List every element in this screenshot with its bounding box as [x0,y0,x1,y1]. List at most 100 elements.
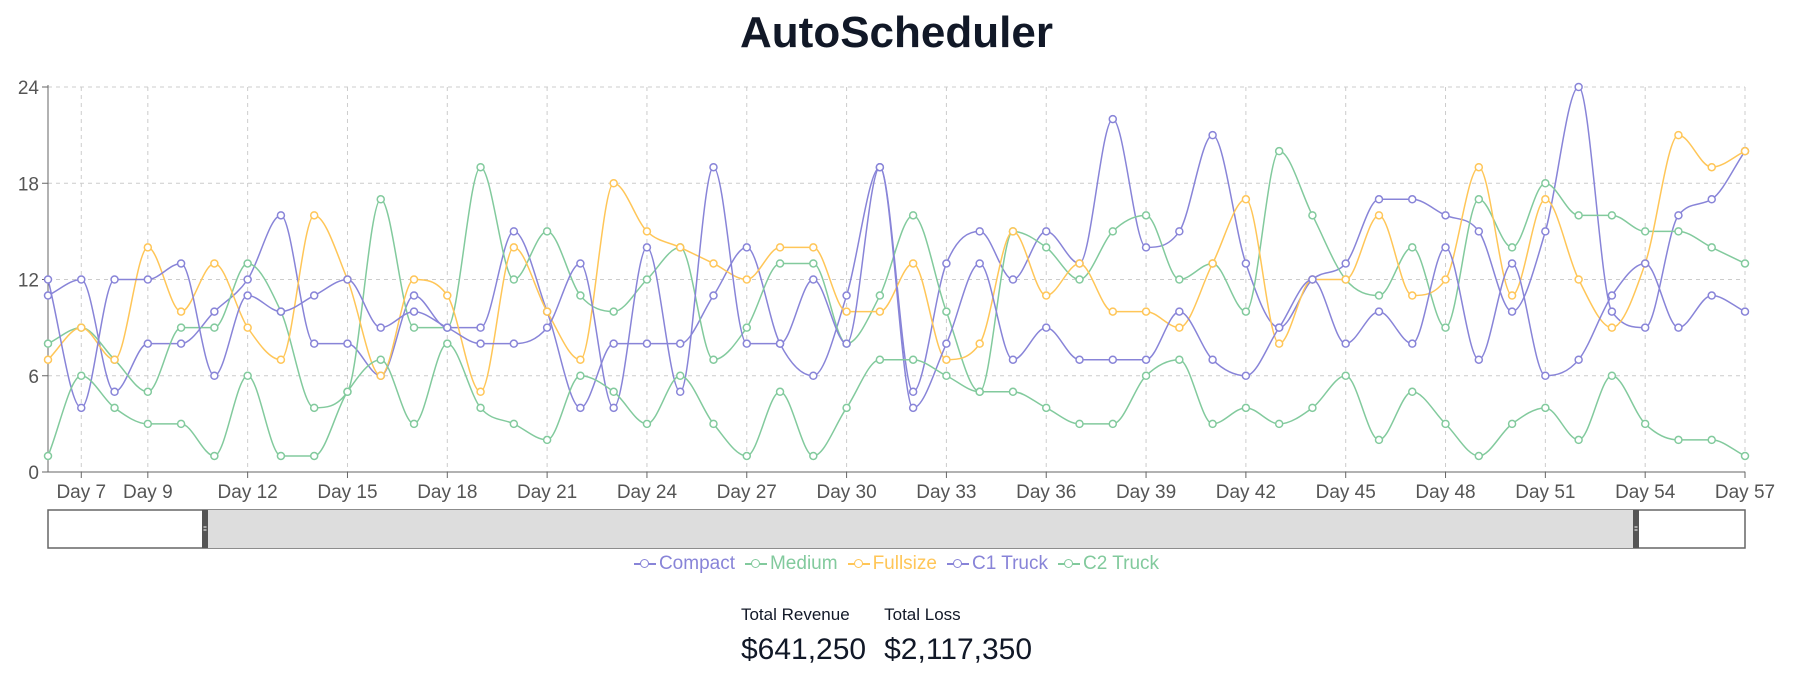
data-point-fullsize [409,275,419,284]
range-brush[interactable] [47,509,1746,549]
data-point-c1-truck [376,323,385,332]
x-tick-label: Day 39 [1116,482,1176,503]
chart-legend: Compact Medium Fullsize C1 Truck C2 Truck [0,553,1793,576]
data-point-medium [309,403,319,413]
data-point-c2-truck [675,371,685,380]
data-point-compact [210,307,219,316]
data-point-c1-truck [1640,259,1650,268]
data-point-fullsize [1707,162,1716,172]
data-point-c1-truck [43,275,53,284]
x-tick-label: Day 24 [617,482,678,503]
data-point-c1-truck [343,275,352,284]
data-point-c2-truck [77,371,86,380]
data-point-fullsize [1175,323,1184,332]
data-point-c2-truck [742,451,752,461]
data-point-c1-truck [1175,307,1184,316]
data-point-c2-truck [1141,371,1151,380]
data-point-c1-truck [1308,275,1317,284]
data-point-c2-truck [476,403,485,413]
brush-handle-right[interactable] [1633,510,1639,548]
data-point-c1-truck [1674,323,1683,332]
data-point-c2-truck [1507,419,1517,429]
data-point-compact [110,387,119,397]
data-point-fullsize [842,307,851,316]
data-point-c2-truck [176,419,186,429]
data-point-medium [1141,211,1151,220]
data-point-c1-truck [1075,355,1084,364]
data-point-c1-truck [1474,355,1484,364]
data-point-fullsize [1441,275,1450,284]
data-point-c1-truck [1541,371,1550,380]
data-point-c2-truck [942,371,951,380]
brush-selection[interactable] [205,510,1636,548]
data-point-c2-truck [1341,371,1350,380]
data-point-c2-truck [1474,451,1484,461]
legend-marker-icon [946,558,969,570]
data-point-compact [809,371,818,380]
data-point-fullsize [1374,211,1384,220]
data-point-c1-truck [775,339,785,348]
data-point-compact [1008,275,1018,284]
data-point-medium [1075,275,1084,284]
data-point-c1-truck [243,291,252,300]
data-point-medium [376,195,385,204]
data-point-c2-truck [1607,371,1617,380]
data-point-c1-truck [509,339,519,348]
data-point-medium [1541,179,1550,188]
stat-total-loss: Total Loss $2,117,350 [884,605,1032,667]
legend-item-compact[interactable]: Compact [633,553,735,575]
data-point-compact [243,275,252,284]
series-line-c2-truck [47,342,1746,457]
data-point-fullsize [243,323,252,332]
data-point-medium [809,259,818,268]
y-tick-label: 0 [28,463,39,484]
legend-item-c2-truck[interactable]: C2 Truck [1058,553,1159,575]
data-point-fullsize [1041,291,1051,300]
series-c1-truck [43,162,1750,413]
data-point-c2-truck [1408,387,1417,397]
brush-handle-left[interactable] [202,510,208,548]
data-point-c1-truck [1141,355,1151,364]
data-point-c2-truck [376,355,385,364]
x-tick-label: Day 57 [1715,482,1775,503]
data-point-c2-truck [1374,435,1384,445]
data-point-compact [143,339,153,348]
data-point-c2-truck [709,419,718,429]
data-point-compact [1674,211,1683,220]
data-point-compact [1141,243,1151,252]
data-point-c2-truck [110,403,119,413]
data-point-c2-truck [1308,403,1317,413]
data-point-compact [742,243,752,252]
data-point-fullsize [908,259,918,268]
stat-value: $641,250 [740,633,867,666]
data-point-c1-truck [1707,291,1716,300]
legend-item-fullsize[interactable]: Fullsize [847,553,937,575]
data-point-compact [1541,227,1550,236]
x-tick-label: Day 36 [1016,482,1076,503]
data-point-compact [309,339,319,348]
data-point-c1-truck [1374,307,1384,316]
data-point-fullsize [942,355,951,364]
chart-axes: 0 6 12 18 24 Day 7 Day 9 Day 12 Day 15 Day 18 Day … [18,78,1775,503]
legend-item-c1-truck[interactable]: C1 Truck [946,553,1048,575]
data-point-c1-truck [542,323,552,332]
data-point-c1-truck [709,162,718,172]
data-point-compact [476,323,485,332]
data-point-c1-truck [942,339,951,348]
x-tick-label: Day 45 [1316,482,1376,503]
data-point-medium [742,323,752,332]
data-point-c2-truck [1108,419,1118,429]
legend-label: Fullsize [872,553,937,574]
app-title: AutoScheduler [740,8,1053,57]
legend-label: Medium [769,553,838,574]
data-point-c2-truck [276,451,286,461]
data-point-fullsize [742,275,752,284]
x-tick-label: Day 48 [1415,482,1475,503]
legend-label: Compact [658,553,735,574]
data-point-fullsize [1208,259,1217,268]
data-point-c1-truck [1274,323,1284,332]
data-point-c2-truck [143,419,153,429]
data-point-c1-truck [842,339,851,348]
data-point-fullsize [875,307,885,316]
legend-item-medium[interactable]: Medium [744,553,838,575]
